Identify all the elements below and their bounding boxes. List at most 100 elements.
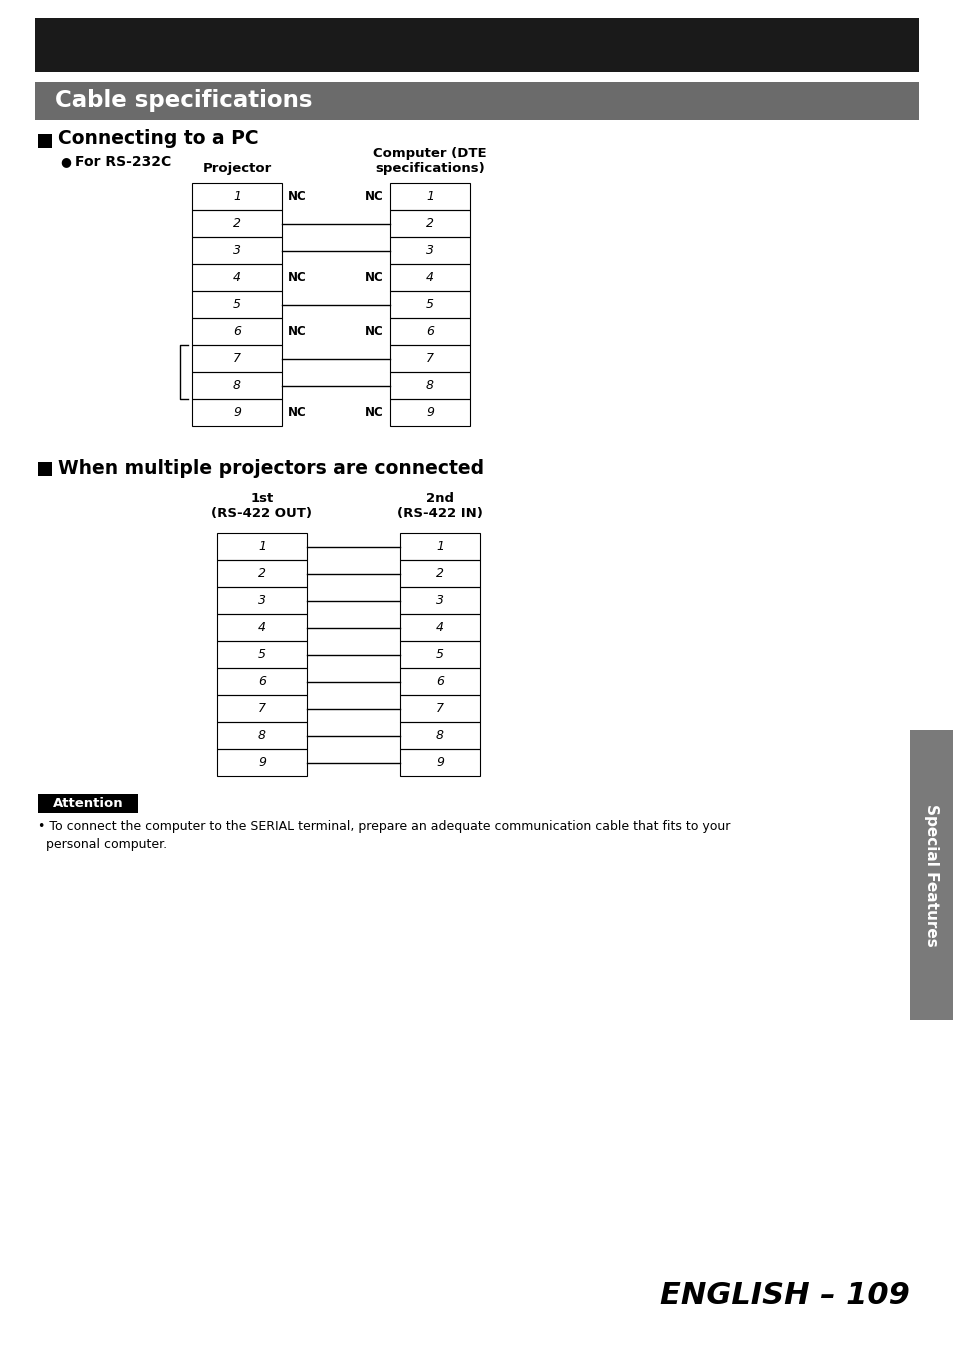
Bar: [399, 668, 479, 695]
Bar: [216, 641, 307, 668]
Text: NC: NC: [288, 271, 307, 284]
Text: 9: 9: [426, 406, 434, 418]
Bar: [38, 134, 52, 148]
Text: 8: 8: [233, 379, 241, 391]
Bar: [192, 211, 282, 238]
Bar: [216, 533, 307, 560]
Text: Projector: Projector: [202, 162, 272, 176]
Text: Attention: Attention: [52, 796, 123, 810]
Bar: [390, 319, 470, 346]
Bar: [216, 560, 307, 587]
Text: 8: 8: [436, 729, 443, 742]
Text: NC: NC: [365, 325, 384, 338]
Text: ●: ●: [60, 155, 71, 169]
Text: 4: 4: [426, 271, 434, 284]
Text: 8: 8: [257, 729, 266, 742]
Bar: [390, 373, 470, 400]
Text: 6: 6: [233, 325, 241, 338]
Text: 1st: 1st: [250, 491, 274, 505]
Bar: [390, 265, 470, 292]
Text: 3: 3: [257, 594, 266, 608]
Bar: [216, 749, 307, 776]
Text: 1: 1: [436, 540, 443, 553]
Text: 1: 1: [233, 190, 241, 202]
Text: specifications): specifications): [375, 162, 484, 176]
Text: (RS-422 IN): (RS-422 IN): [396, 508, 482, 520]
Text: 2nd: 2nd: [426, 491, 454, 505]
Text: 2: 2: [257, 567, 266, 580]
Bar: [399, 722, 479, 749]
Text: 4: 4: [233, 271, 241, 284]
Text: When multiple projectors are connected: When multiple projectors are connected: [58, 459, 483, 478]
Text: 3: 3: [233, 244, 241, 256]
Bar: [216, 614, 307, 641]
Bar: [216, 587, 307, 614]
Text: NC: NC: [288, 325, 307, 338]
Text: 3: 3: [436, 594, 443, 608]
Bar: [909, 730, 953, 1021]
Text: NC: NC: [365, 190, 384, 202]
Bar: [399, 587, 479, 614]
Text: NC: NC: [288, 190, 307, 202]
Bar: [35, 82, 918, 120]
Bar: [399, 560, 479, 587]
Text: 7: 7: [436, 702, 443, 716]
Bar: [192, 346, 282, 373]
Text: • To connect the computer to the SERIAL terminal, prepare an adequate communicat: • To connect the computer to the SERIAL …: [38, 819, 730, 833]
Text: 8: 8: [426, 379, 434, 391]
Text: 6: 6: [436, 675, 443, 688]
Bar: [399, 695, 479, 722]
Bar: [192, 265, 282, 292]
Text: Special Features: Special Features: [923, 803, 939, 946]
Bar: [399, 749, 479, 776]
Bar: [216, 695, 307, 722]
Bar: [216, 722, 307, 749]
Text: 4: 4: [257, 621, 266, 634]
Bar: [216, 668, 307, 695]
Text: 5: 5: [436, 648, 443, 662]
Bar: [390, 211, 470, 238]
Text: 1: 1: [426, 190, 434, 202]
Text: 5: 5: [257, 648, 266, 662]
Bar: [390, 184, 470, 211]
Text: 4: 4: [436, 621, 443, 634]
Text: NC: NC: [365, 406, 384, 418]
Text: 9: 9: [436, 756, 443, 770]
Text: ENGLISH – 109: ENGLISH – 109: [659, 1281, 909, 1310]
Text: 2: 2: [436, 567, 443, 580]
Text: Cable specifications: Cable specifications: [55, 89, 313, 112]
Bar: [192, 319, 282, 346]
Bar: [390, 292, 470, 319]
Text: 7: 7: [233, 352, 241, 365]
Text: personal computer.: personal computer.: [38, 838, 167, 850]
Bar: [192, 400, 282, 427]
Text: Computer (DTE: Computer (DTE: [373, 147, 486, 161]
Text: 7: 7: [426, 352, 434, 365]
Bar: [390, 400, 470, 427]
Text: For RS-232C: For RS-232C: [75, 155, 172, 169]
Text: 5: 5: [233, 298, 241, 311]
Bar: [38, 462, 52, 477]
Bar: [399, 533, 479, 560]
Text: 9: 9: [233, 406, 241, 418]
Text: Connecting to a PC: Connecting to a PC: [58, 130, 258, 148]
Bar: [399, 641, 479, 668]
Bar: [192, 184, 282, 211]
Bar: [399, 614, 479, 641]
Bar: [192, 292, 282, 319]
Bar: [390, 238, 470, 265]
Text: 6: 6: [257, 675, 266, 688]
Text: 1: 1: [257, 540, 266, 553]
Text: (RS-422 OUT): (RS-422 OUT): [212, 508, 313, 520]
Text: 2: 2: [233, 217, 241, 230]
Text: 7: 7: [257, 702, 266, 716]
Text: 9: 9: [257, 756, 266, 770]
Bar: [38, 794, 138, 813]
Text: 2: 2: [426, 217, 434, 230]
Text: 3: 3: [426, 244, 434, 256]
Text: NC: NC: [365, 271, 384, 284]
Text: 6: 6: [426, 325, 434, 338]
Bar: [35, 18, 918, 72]
Bar: [390, 346, 470, 373]
Text: NC: NC: [288, 406, 307, 418]
